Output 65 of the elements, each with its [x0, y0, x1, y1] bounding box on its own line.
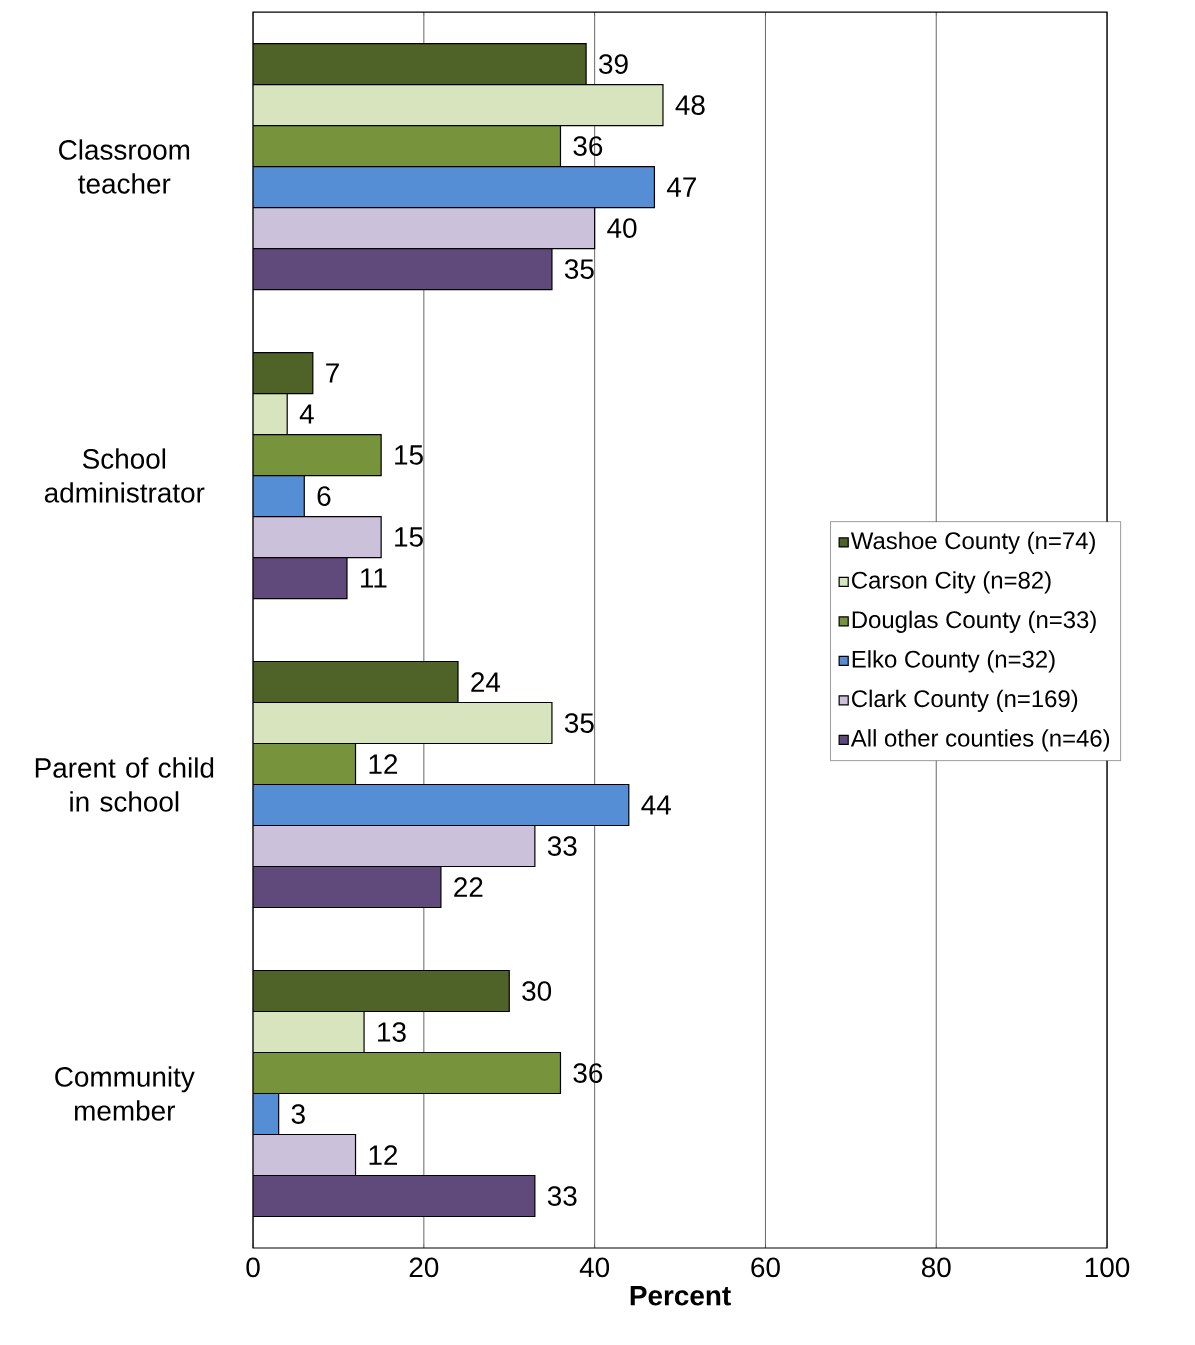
- data-label: 36: [573, 1063, 603, 1083]
- data-label: 24: [471, 672, 501, 692]
- bar: [253, 515, 382, 559]
- legend-label: Elko County (n=32): [852, 650, 1055, 673]
- y-tick-label: Classroom teacher: [59, 139, 190, 194]
- data-label: 11: [360, 568, 387, 588]
- bar: [253, 42, 587, 86]
- data-label: 22: [454, 877, 483, 897]
- data-label: 36: [573, 136, 603, 156]
- x-tick-label: 0: [246, 1257, 260, 1278]
- bar: [253, 83, 664, 127]
- data-label: 6: [317, 486, 331, 506]
- bar: [253, 660, 459, 704]
- x-tick-label: 80: [921, 1257, 951, 1278]
- data-label: 33: [547, 1186, 577, 1206]
- bar: [253, 247, 553, 291]
- data-label: 33: [547, 836, 577, 856]
- bar: [253, 1174, 536, 1218]
- x-tick-label: 100: [1085, 1257, 1130, 1278]
- data-label: 12: [369, 754, 398, 774]
- y-tick-label: School administrator: [44, 448, 205, 503]
- data-label: 4: [299, 404, 314, 424]
- data-label: 3: [291, 1104, 305, 1124]
- legend-label: Carson City (n=82): [852, 571, 1051, 594]
- legend-label: All other counties (n=46): [850, 729, 1110, 752]
- bar: [253, 1092, 280, 1136]
- bar: [253, 124, 562, 168]
- data-label: 48: [675, 95, 705, 115]
- bar: [253, 969, 510, 1013]
- bar: [253, 165, 656, 209]
- y-tick-label: Community member: [55, 1066, 195, 1121]
- x-tick-label: 60: [751, 1257, 780, 1278]
- legend-label: Douglas County (n=33): [852, 610, 1096, 633]
- data-label: 7: [326, 363, 339, 383]
- bar: [253, 1133, 357, 1177]
- bar: [253, 1051, 562, 1095]
- data-label: 35: [564, 713, 594, 733]
- bar: [253, 392, 288, 436]
- bar: [253, 474, 305, 518]
- y-tick-label: Parent of child in school: [35, 757, 214, 812]
- bar: [253, 433, 382, 477]
- data-label: 44: [641, 795, 671, 815]
- bar: [253, 1010, 365, 1054]
- data-label: 40: [607, 218, 637, 238]
- legend-label: Washoe County (n=74): [850, 531, 1095, 554]
- x-tick-label: 40: [579, 1257, 610, 1278]
- data-label: 15: [395, 527, 423, 547]
- data-label: 30: [522, 981, 552, 1001]
- bar: [253, 742, 357, 786]
- bar: [253, 824, 536, 868]
- data-label: 13: [378, 1022, 406, 1042]
- bar: [253, 351, 314, 395]
- data-label: 15: [395, 445, 423, 465]
- bar: [253, 556, 348, 600]
- bar: [253, 783, 630, 827]
- bar: [253, 701, 553, 745]
- data-label: 47: [666, 177, 696, 197]
- legend-label: Clark County (n=169): [852, 689, 1078, 712]
- bar: [253, 206, 596, 250]
- data-label: 39: [599, 54, 628, 74]
- data-label: 35: [564, 259, 594, 279]
- bar: [253, 865, 442, 909]
- x-tick-label: 20: [409, 1257, 439, 1278]
- data-label: 12: [369, 1145, 398, 1165]
- x-axis-title: Percent: [630, 1286, 731, 1306]
